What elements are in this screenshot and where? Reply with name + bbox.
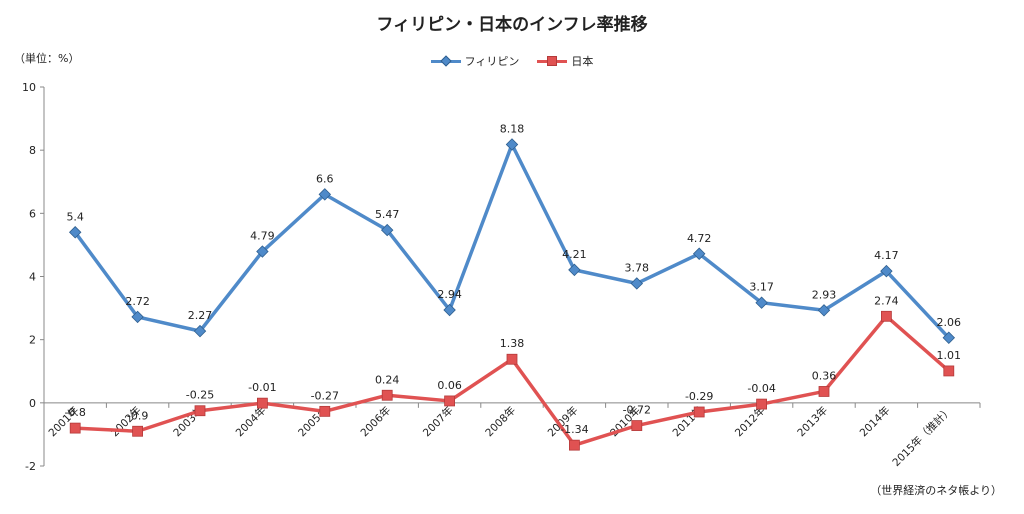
x-tick-label: 2006年 — [358, 404, 394, 440]
unit-label: （単位：%） — [14, 52, 80, 65]
data-label-philippines: 3.17 — [749, 281, 774, 294]
data-point-philippines — [942, 331, 956, 344]
data-point-philippines — [755, 296, 768, 309]
x-tick-label: 2007年 — [420, 404, 456, 440]
data-label-japan: -1.34 — [560, 423, 588, 436]
data-label-japan: -0.8 — [64, 406, 85, 419]
legend-marker-philippines-icon — [430, 56, 461, 66]
data-point-philippines — [630, 277, 644, 290]
data-point-philippines — [505, 138, 519, 151]
y-tick-label: -2 — [25, 460, 36, 473]
y-tick-label: 6 — [29, 207, 36, 220]
data-point-philippines — [692, 247, 706, 260]
data-label-philippines: 2.06 — [937, 316, 962, 329]
chart-title: フィリピン・日本のインフレ率推移 — [376, 15, 648, 35]
source-note: （世界経済のネタ帳より） — [870, 484, 1002, 497]
data-label-japan: 1.38 — [500, 337, 525, 350]
data-point-japan — [569, 439, 580, 451]
data-label-philippines: 4.21 — [562, 248, 587, 261]
data-point-japan — [381, 389, 393, 401]
data-label-japan: -0.25 — [186, 389, 214, 402]
data-label-philippines: 4.79 — [250, 230, 275, 243]
data-point-japan — [506, 353, 518, 365]
y-tick-label: 8 — [29, 144, 36, 157]
data-point-japan — [943, 365, 955, 377]
data-point-philippines — [256, 245, 269, 258]
x-tick-label: 2015年（推計） — [890, 404, 955, 469]
y-tick-label: 10 — [22, 81, 36, 94]
data-label-philippines: 2.94 — [437, 288, 462, 301]
data-point-japan — [444, 395, 456, 407]
data-label-philippines: 2.93 — [812, 288, 837, 301]
data-label-japan: 1.01 — [937, 349, 962, 362]
data-point-philippines — [443, 303, 456, 317]
data-label-japan: -0.29 — [685, 390, 713, 403]
data-point-philippines — [318, 188, 332, 201]
legend-label-philippines: フィリピン — [464, 55, 520, 68]
legend-item-japan: 日本 — [537, 53, 593, 69]
data-point-japan — [69, 422, 81, 434]
data-label-japan: 0.06 — [437, 379, 462, 392]
data-label-japan: -0.72 — [623, 404, 651, 417]
y-tick-label: 0 — [29, 397, 36, 410]
data-label-japan: -0.04 — [747, 382, 775, 395]
data-label-philippines: 5.4 — [66, 210, 84, 223]
data-label-philippines: 2.27 — [188, 309, 213, 322]
legend-item-philippines: フィリピン — [430, 53, 520, 69]
legend-label-japan: 日本 — [571, 55, 594, 68]
x-tick-label: 2013年 — [795, 404, 831, 440]
x-tick-label: 2008年 — [483, 404, 519, 440]
data-point-japan — [756, 398, 767, 410]
data-label-japan: 0.24 — [375, 373, 400, 386]
data-label-philippines: 2.72 — [125, 295, 150, 308]
data-point-philippines — [68, 226, 82, 239]
x-tick-label: 2004年 — [233, 404, 269, 440]
data-label-japan: -0.27 — [311, 389, 339, 402]
data-label-philippines: 3.78 — [625, 261, 650, 274]
data-label-japan: 2.74 — [874, 294, 899, 307]
data-label-philippines: 6.6 — [316, 172, 334, 185]
data-label-japan: -0.9 — [127, 409, 148, 422]
data-point-philippines — [817, 304, 831, 317]
data-point-japan — [132, 425, 144, 437]
legend: フィリピン 日本 — [0, 53, 1024, 69]
data-point-philippines — [880, 264, 893, 278]
y-tick-label: 2 — [29, 334, 36, 347]
data-point-japan — [818, 386, 830, 397]
data-point-japan — [256, 397, 268, 409]
data-label-japan: 0.36 — [812, 369, 837, 382]
x-tick-label: 2014年 — [857, 404, 893, 440]
y-tick-label: 4 — [29, 271, 36, 284]
data-point-japan — [693, 406, 705, 418]
data-point-japan — [194, 405, 206, 417]
data-label-philippines: 5.47 — [375, 208, 400, 221]
legend-marker-japan-icon — [537, 56, 568, 66]
data-point-japan — [881, 310, 892, 322]
data-label-japan: -0.01 — [248, 381, 276, 394]
data-point-japan — [631, 420, 643, 431]
data-label-philippines: 4.17 — [874, 249, 899, 262]
data-point-philippines — [380, 223, 394, 237]
data-point-philippines — [131, 310, 144, 324]
data-label-philippines: 4.72 — [687, 232, 712, 245]
data-point-philippines — [568, 263, 581, 277]
data-point-japan — [319, 405, 331, 417]
data-point-philippines — [193, 324, 207, 338]
data-label-philippines: 8.18 — [500, 122, 525, 135]
